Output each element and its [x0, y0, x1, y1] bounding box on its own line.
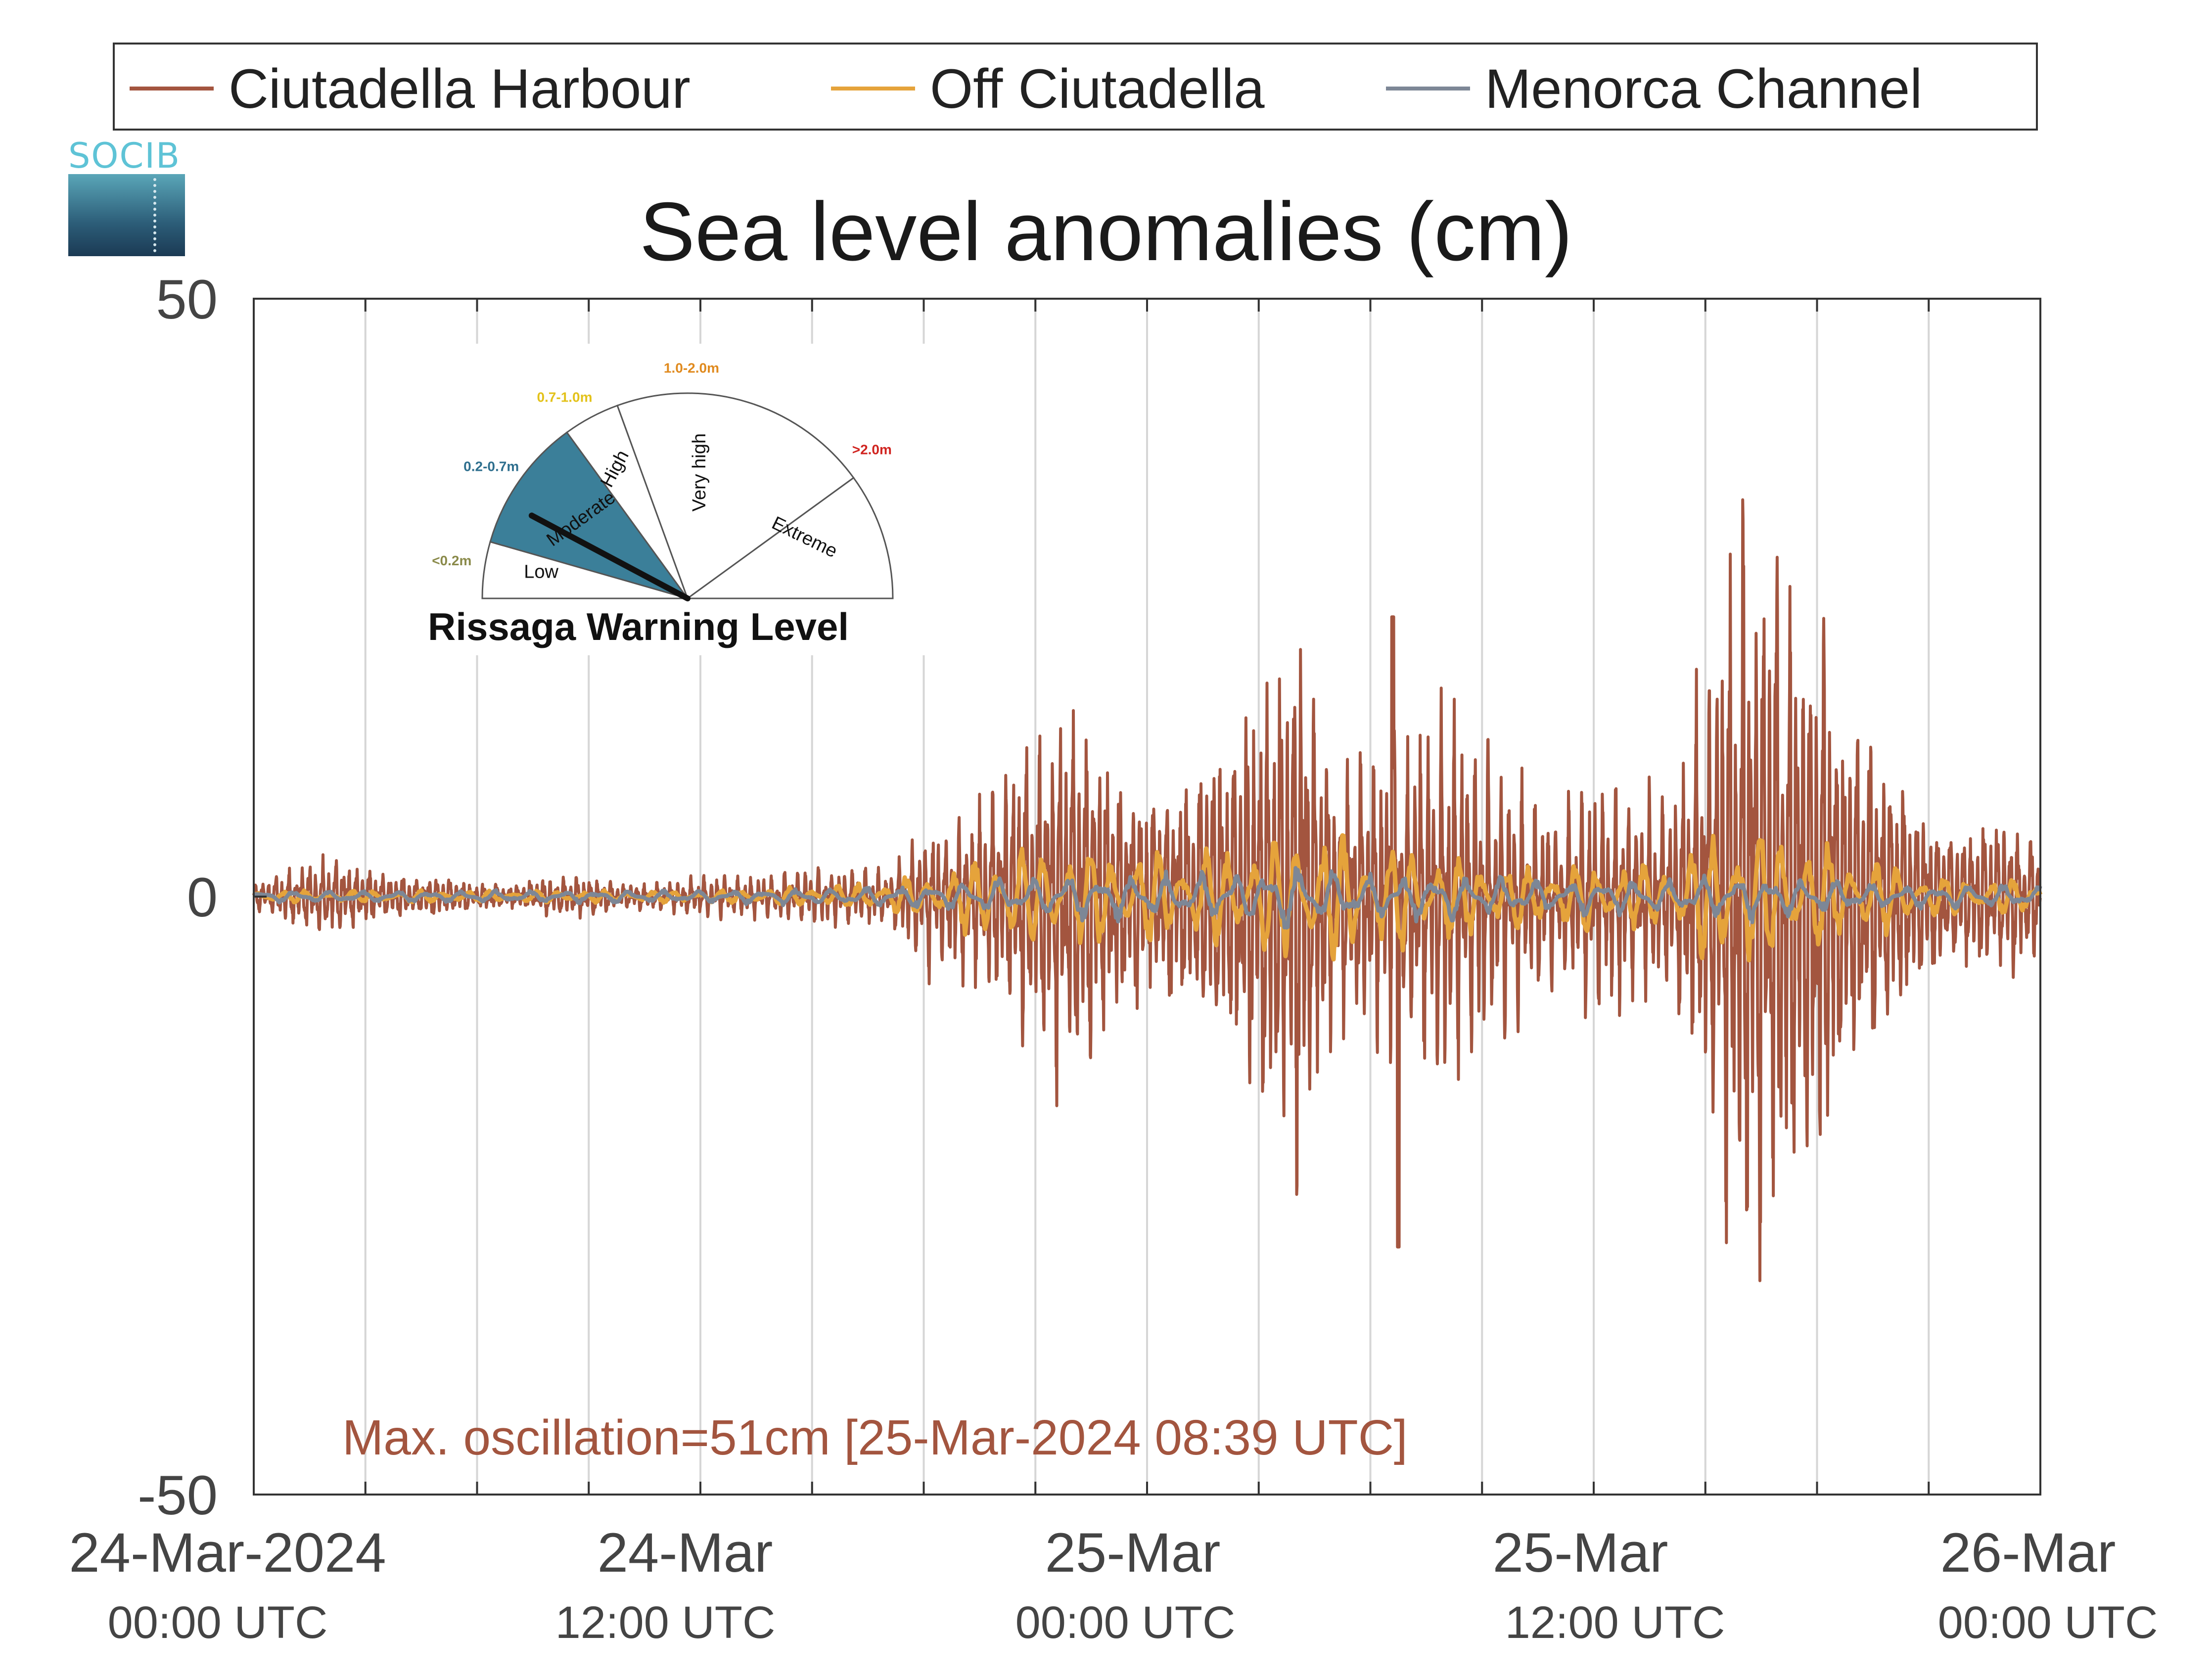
gauge-title: Rissaga Warning Level — [428, 605, 849, 648]
x-tick-label: 25-Mar — [1493, 1522, 1668, 1584]
legend-item-off-ciutadella: Off Ciutadella — [831, 45, 1265, 133]
y-tick-label: 0 — [187, 866, 218, 928]
chart-title: Sea level anomalies (cm) — [639, 185, 1573, 278]
series-line-menorca-channel — [253, 866, 2042, 930]
x-tick-sublabel: 12:00 UTC — [1505, 1597, 1725, 1648]
gauge-range-label: >2.0m — [852, 442, 892, 457]
gauge-sector-label: Very high — [689, 433, 710, 511]
legend-item-menorca-channel: Menorca Channel — [1386, 45, 1922, 133]
legend: Ciutadella Harbour Off Ciutadella Menorc… — [113, 43, 2038, 131]
gauge-range-label: 0.7-1.0m — [537, 389, 592, 405]
socib-logo-dots — [153, 178, 159, 252]
axis-layer: -50 0 50 24-Mar-2024 00:00 UTC 24-Mar 12:00 UT… — [69, 269, 2158, 1648]
legend-item-ciutadella-harbour: Ciutadella Harbour — [130, 45, 691, 133]
legend-label: Off Ciutadella — [930, 57, 1265, 120]
legend-swatch — [130, 87, 214, 91]
socib-logo: SOCIB — [68, 136, 185, 256]
gauge-range-label: 1.0-2.0m — [664, 361, 719, 376]
x-tick-label: 24-Mar — [598, 1522, 773, 1584]
x-tick-label: 24-Mar-2024 — [69, 1522, 386, 1584]
socib-logo-text: SOCIB — [68, 136, 181, 176]
gauge-sector-label: Low — [524, 561, 558, 582]
x-tick-sublabel: 12:00 UTC — [555, 1597, 776, 1648]
gauge-range-label: <0.2m — [432, 553, 471, 568]
max-oscillation-note: Max. oscillation=51cm [25-Mar-2024 08:39… — [342, 1410, 1408, 1465]
y-tick-label: -50 — [138, 1464, 218, 1526]
series-layer — [252, 498, 2043, 1282]
y-tick-label: 50 — [156, 269, 218, 330]
gauge-range-label: 0.2-0.7m — [463, 458, 519, 474]
legend-swatch — [831, 87, 915, 91]
x-tick-label: 26-Mar — [1940, 1522, 2116, 1584]
legend-label: Menorca Channel — [1485, 57, 1923, 120]
gauge-needle — [528, 512, 691, 601]
gauge-sector-extreme — [685, 477, 894, 599]
gauge-sector-moderate — [489, 431, 690, 600]
gauge-sector-very-high — [616, 392, 855, 600]
x-tick-sublabel: 00:00 UTC — [1938, 1597, 2158, 1648]
x-tick-sublabel: 00:00 UTC — [108, 1597, 328, 1648]
legend-label: Ciutadella Harbour — [229, 57, 691, 120]
legend-swatch — [1386, 87, 1470, 91]
socib-logo-block — [68, 174, 185, 256]
x-tick-label: 25-Mar — [1045, 1522, 1221, 1584]
x-tick-sublabel: 00:00 UTC — [1015, 1597, 1236, 1648]
